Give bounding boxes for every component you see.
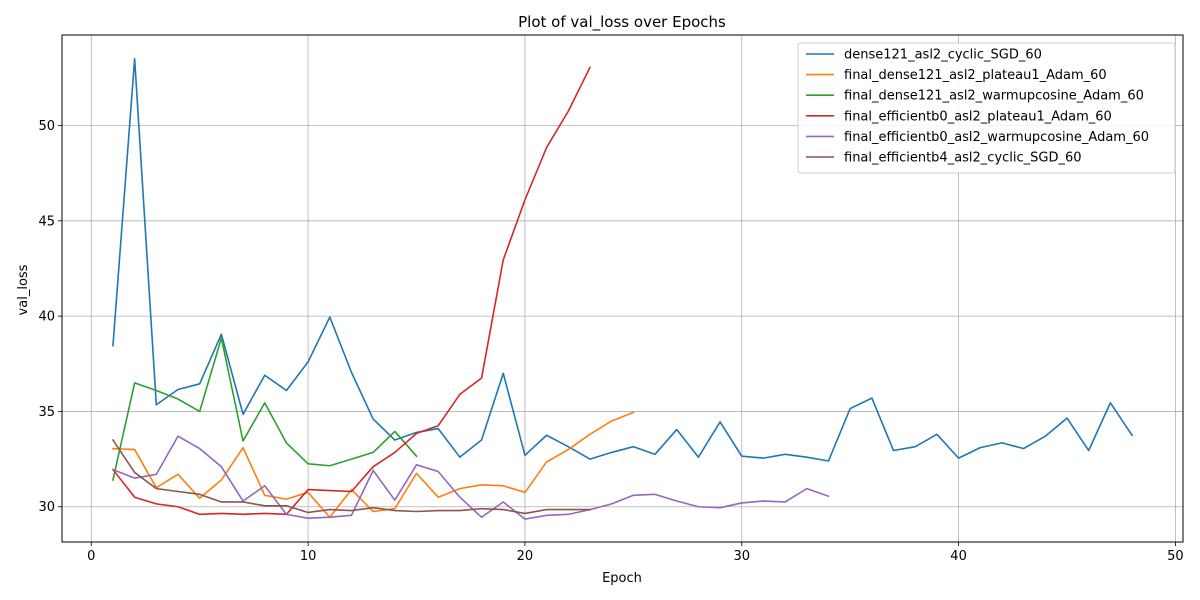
y-axis: 30 35 40 45 50 (38, 119, 62, 515)
x-tick-label: 40 (950, 549, 967, 564)
legend-entry: final_efficientb4_asl2_cyclic_SGD_60 (844, 151, 1082, 166)
chart-title: Plot of val_loss over Epochs (518, 13, 726, 32)
x-tick-label: 10 (300, 549, 317, 564)
y-tick-label: 35 (38, 405, 55, 420)
x-tick-label: 20 (517, 549, 534, 564)
series-line-4 (111, 435, 830, 520)
legend-entry: final_dense121_asl2_plateau1_Adam_60 (844, 68, 1107, 83)
y-axis-label: val_loss (16, 264, 31, 315)
x-tick-label: 50 (1167, 549, 1184, 564)
series-line-5 (111, 438, 591, 515)
legend-entry: final_efficientb0_asl2_warmupcosine_Adam… (844, 130, 1149, 145)
legend-entry: final_efficientb0_asl2_plateau1_Adam_60 (844, 109, 1112, 124)
legend: dense121_asl2_cyclic_SGD_60 final_dense12… (797, 42, 1176, 174)
series-line-0 (112, 58, 1134, 462)
legend-box (797, 42, 1176, 174)
y-tick-label: 45 (38, 214, 55, 229)
y-tick-label: 40 (38, 310, 55, 325)
series-line-1 (112, 411, 635, 519)
y-tick-label: 30 (38, 500, 55, 515)
x-axis: 0 10 20 30 40 50 (87, 542, 1184, 564)
legend-entry: final_dense121_asl2_warmupcosine_Adam_60 (844, 89, 1144, 104)
y-tick-label: 50 (38, 119, 55, 134)
series-layer (111, 58, 1134, 520)
x-axis-label: Epoch (602, 571, 642, 586)
x-tick-label: 0 (87, 549, 95, 564)
series-line-2 (111, 337, 418, 482)
series-line-3 (111, 66, 592, 516)
x-tick-label: 30 (733, 549, 750, 564)
plot-frame (61, 34, 1184, 543)
legend-entry: dense121_asl2_cyclic_SGD_60 (844, 48, 1042, 63)
